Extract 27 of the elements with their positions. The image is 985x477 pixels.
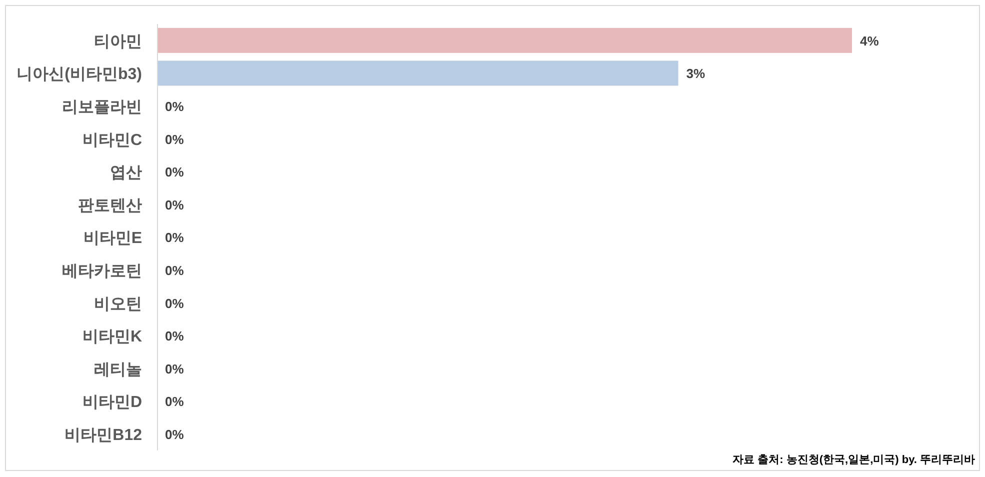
y-tick-label: 레티놀 [94, 361, 142, 378]
y-tick-label: 엽산 [110, 164, 142, 182]
data-label: 0% [165, 164, 184, 180]
data-label: 0% [165, 132, 184, 147]
y-tick-label: 비타민B12 [64, 427, 142, 444]
y-tick-label: 베타카로틴 [62, 263, 142, 280]
data-label: 0% [165, 296, 184, 311]
text: 자료 출처: 농진청(한국,일본,미국) by. 뚜리뚜리바 [732, 454, 975, 466]
data-label: 0% [165, 361, 184, 376]
y-tick-label: 리보플라빈 [62, 99, 142, 116]
y-tick-label: 니아신(비타민b3) [16, 66, 142, 84]
y-tick-label: 비타민K [82, 328, 142, 346]
data-label: 0% [165, 394, 184, 410]
data-label: 0% [165, 427, 184, 442]
y-tick-label: 비타민D [82, 394, 142, 412]
data-label: 3% [686, 66, 706, 82]
data-label: 0% [165, 230, 184, 246]
y-tick-label: 티아민 [94, 33, 142, 50]
data-label: 4% [860, 33, 880, 48]
y-tick-label: 비오틴 [94, 296, 142, 313]
data-label: 0% [165, 263, 184, 278]
y-tick-label: 판토텐산 [78, 197, 142, 214]
data-label: 0% [165, 99, 184, 114]
data-label: 0% [165, 328, 184, 344]
y-tick-label: 비타민E [83, 230, 142, 248]
data-label: 0% [165, 197, 184, 212]
y-tick-label: 비타민C [82, 132, 142, 149]
